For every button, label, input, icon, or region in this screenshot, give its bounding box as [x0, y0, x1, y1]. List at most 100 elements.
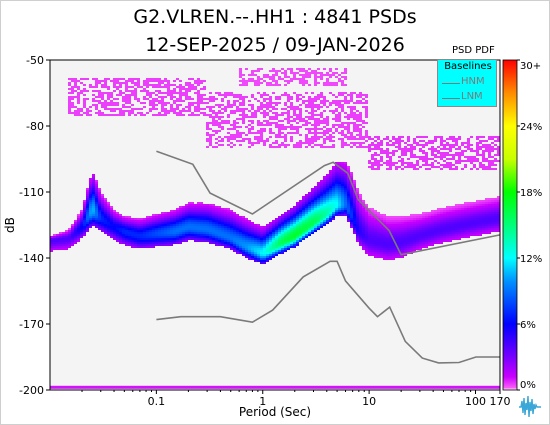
pdf-cell	[326, 80, 329, 82]
pdf-cell	[377, 248, 380, 250]
pdf-cell	[95, 106, 98, 108]
pdf-cell	[80, 224, 83, 226]
pdf-cell	[416, 162, 419, 164]
pdf-cell	[335, 188, 338, 190]
pdf-cell	[164, 212, 167, 214]
pdf-cell	[467, 234, 470, 236]
pdf-cell	[347, 114, 350, 116]
pdf-cell	[347, 202, 350, 204]
pdf-cell	[287, 236, 290, 238]
pdf-cell	[164, 216, 167, 218]
pdf-cell	[281, 144, 284, 146]
pdf-cell	[338, 208, 341, 210]
pdf-cell	[485, 140, 488, 142]
pdf-cell	[194, 234, 197, 236]
pdf-cell	[353, 220, 356, 222]
pdf-cell	[401, 238, 404, 240]
pdf-cell	[380, 226, 383, 228]
pdf-cell	[356, 232, 359, 234]
pdf-cell	[392, 254, 395, 256]
pdf-cell	[272, 106, 275, 108]
pdf-cell	[359, 220, 362, 222]
pdf-cell	[437, 236, 440, 238]
pdf-cell	[215, 230, 218, 232]
pdf-cell	[182, 220, 185, 222]
pdf-cell	[449, 168, 452, 170]
pdf-cell	[152, 78, 155, 80]
pdf-cell	[230, 146, 233, 148]
pdf-cell	[422, 226, 425, 228]
pdf-cell	[458, 146, 461, 148]
pdf-cell	[488, 226, 491, 228]
pdf-cell	[491, 168, 494, 170]
pdf-cell	[245, 218, 248, 220]
pdf-cell	[287, 96, 290, 98]
pdf-cell	[263, 236, 266, 238]
pdf-cell	[302, 210, 305, 212]
pdf-cell	[422, 220, 425, 222]
pdf-cell	[485, 230, 488, 232]
pdf-cell	[341, 162, 344, 164]
pdf-cell	[305, 142, 308, 144]
pdf-cell	[251, 250, 254, 252]
pdf-cell	[350, 116, 353, 118]
pdf-cell	[470, 224, 473, 226]
pdf-cell	[134, 244, 137, 246]
pdf-cell	[212, 228, 215, 230]
pdf-cell	[128, 236, 131, 238]
pdf-cell	[287, 230, 290, 232]
colorbar-tick-label: 12%	[520, 254, 542, 265]
pdf-cell	[497, 212, 500, 214]
pdf-cell	[128, 80, 131, 82]
pdf-cell	[215, 232, 218, 234]
pdf-cell	[296, 218, 299, 220]
pdf-cell	[455, 162, 458, 164]
pdf-cell	[425, 212, 428, 214]
pdf-cell	[71, 236, 74, 238]
pdf-cell	[128, 238, 131, 240]
pdf-cell	[242, 222, 245, 224]
pdf-cell	[323, 130, 326, 132]
pdf-cell	[194, 240, 197, 242]
pdf-cell	[248, 146, 251, 148]
pdf-cell	[119, 112, 122, 114]
pdf-cell	[98, 198, 101, 200]
pdf-cell	[377, 242, 380, 244]
pdf-cell	[149, 238, 152, 240]
pdf-cell	[338, 194, 341, 196]
pdf-cell	[176, 226, 179, 228]
pdf-cell	[356, 102, 359, 104]
pdf-cell	[233, 248, 236, 250]
pdf-cell	[50, 244, 53, 246]
pdf-cell	[218, 226, 221, 228]
pdf-cell	[215, 212, 218, 214]
pdf-cell	[143, 228, 146, 230]
pdf-cell	[311, 146, 314, 148]
pdf-cell	[284, 112, 287, 114]
pdf-cell	[317, 128, 320, 130]
pdf-cell	[239, 240, 242, 242]
pdf-cell	[476, 160, 479, 162]
pdf-cell	[488, 230, 491, 232]
pdf-cell	[173, 90, 176, 92]
pdf-cell	[368, 136, 371, 138]
pdf-cell	[248, 132, 251, 134]
pdf-cell	[146, 230, 149, 232]
pdf-cell	[488, 210, 491, 212]
pdf-cell	[338, 112, 341, 114]
pdf-cell	[434, 166, 437, 168]
pdf-cell	[227, 114, 230, 116]
pdf-cell	[143, 232, 146, 234]
pdf-cell	[152, 98, 155, 100]
pdf-cell	[254, 258, 257, 260]
pdf-cell	[290, 212, 293, 214]
pdf-cell	[188, 110, 191, 112]
pdf-cell	[257, 84, 260, 86]
pdf-cell	[245, 240, 248, 242]
pdf-cell	[308, 122, 311, 124]
pdf-cell	[473, 216, 476, 218]
pdf-cell	[275, 98, 278, 100]
pdf-cell	[326, 118, 329, 120]
pdf-cell	[110, 94, 113, 96]
pdf-cell	[437, 150, 440, 152]
